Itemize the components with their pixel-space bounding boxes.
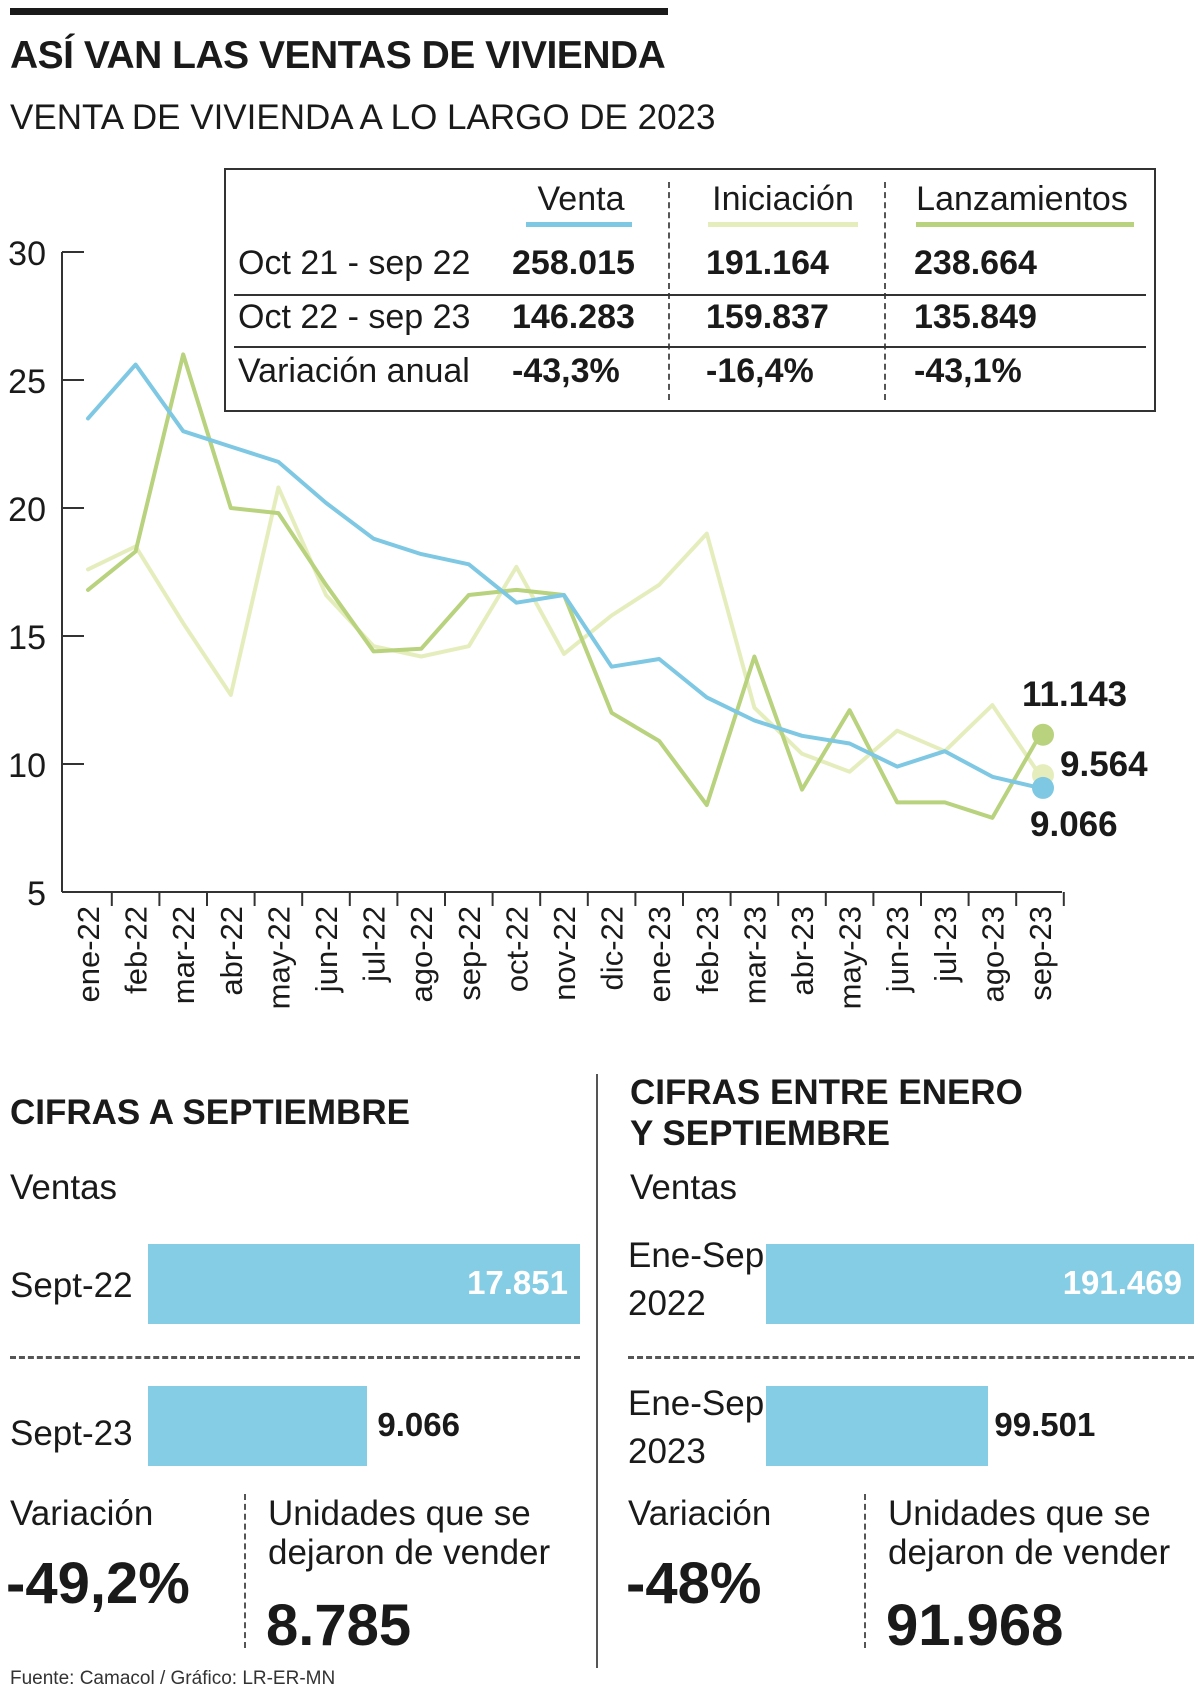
left-bar-label-2022: Sept-22 xyxy=(10,1266,133,1305)
panel-separator xyxy=(596,1074,598,1668)
x-tick-label: nov-22 xyxy=(547,906,582,1001)
table-row-label: Variación anual xyxy=(238,352,470,390)
end-label-lanzamientos: 11.143 xyxy=(1022,675,1127,714)
table-cell: 146.283 xyxy=(512,298,635,336)
left-units-label-1: Unidades que se xyxy=(268,1494,531,1533)
x-tick-label: jul-23 xyxy=(928,906,963,983)
x-tick-label: abr-23 xyxy=(785,906,820,996)
source-note: Fuente: Camacol / Gráfico: LR-ER-MN xyxy=(10,1668,336,1689)
x-tick-label: may-22 xyxy=(261,906,296,1009)
x-tick-label: sep-23 xyxy=(1023,906,1058,1001)
table-cell: 135.849 xyxy=(914,298,1037,336)
table-cell: -43,3% xyxy=(512,352,620,390)
right-bar-value-2022: 191.469 xyxy=(1062,1264,1182,1301)
line-chart: 5 10 15 20 25 30 ene-22 feb-22 mar-22 abr-22 may-2… xyxy=(8,235,1148,1009)
left-bar-2023 xyxy=(148,1386,368,1466)
right-divider xyxy=(628,1356,1194,1359)
right-bar-label-2022-line1: Ene-Sep xyxy=(628,1236,765,1275)
end-label-iniciacion: 9.564 xyxy=(1060,745,1148,784)
x-tick-label: oct-22 xyxy=(499,906,534,992)
y-tick-label: 10 xyxy=(8,747,46,785)
left-inner-divider xyxy=(244,1494,246,1648)
x-tick-label: ago-23 xyxy=(975,906,1010,1003)
left-divider xyxy=(10,1356,580,1359)
left-variation-value: -49,2% xyxy=(6,1551,190,1616)
table-divider xyxy=(668,182,670,400)
end-marker-venta xyxy=(1032,776,1054,799)
left-bar-label-2023: Sept-23 xyxy=(10,1414,133,1453)
series-line-lanzamientos xyxy=(86,352,1042,820)
x-tick-label: ene-23 xyxy=(642,906,677,1003)
left-panel-title: CIFRAS A SEPTIEMBRE xyxy=(10,1093,410,1132)
table-cell: 191.164 xyxy=(706,244,829,282)
table-divider xyxy=(884,182,886,400)
series-line-venta xyxy=(86,362,1042,790)
table-cell: -43,1% xyxy=(914,352,1022,390)
x-tick-label: dic-22 xyxy=(595,906,630,990)
left-units-label-2: dejaron de vender xyxy=(268,1533,551,1572)
x-tick-label: feb-22 xyxy=(119,906,154,994)
x-tick-label: ene-22 xyxy=(71,906,106,1003)
x-tick-label: jun-23 xyxy=(880,906,915,993)
right-variation-label: Variación xyxy=(628,1494,772,1533)
table-header-venta: Venta xyxy=(537,180,625,218)
table-cell: 258.015 xyxy=(512,244,635,282)
series-line-iniciación xyxy=(86,485,1042,778)
table-rule xyxy=(234,294,1146,296)
page-subtitle: VENTA DE VIVIENDA A LO LARGO DE 2023 xyxy=(10,98,716,137)
y-tick-label: 15 xyxy=(8,619,46,657)
left-bar-value-2022: 17.851 xyxy=(467,1264,568,1301)
x-tick-label: jul-22 xyxy=(357,906,392,983)
table-row-label: Oct 22 - sep 23 xyxy=(238,298,471,336)
y-tick-label: 25 xyxy=(8,363,46,401)
right-bar-label-2023-line2: 2023 xyxy=(628,1432,706,1471)
table-header-iniciacion: Iniciación xyxy=(712,180,854,218)
x-tick-label: sep-22 xyxy=(452,906,487,1001)
right-units-label-2: dejaron de vender xyxy=(888,1533,1171,1572)
summary-table: Venta Iniciación Lanzamientos Oct 21 - s… xyxy=(224,168,1156,412)
right-bar-2022: 191.469 xyxy=(766,1244,1194,1324)
right-variation-value: -48% xyxy=(626,1551,762,1616)
table-header-lanzamientos: Lanzamientos xyxy=(916,180,1128,218)
table-row-label: Oct 21 - sep 22 xyxy=(238,244,471,282)
right-panel-subtitle: Ventas xyxy=(630,1168,738,1207)
right-units-label-1: Unidades que se xyxy=(888,1494,1151,1533)
x-tick-label: mar-23 xyxy=(737,906,772,1004)
left-bar-value-2023: 9.066 xyxy=(377,1406,460,1443)
right-inner-divider xyxy=(864,1494,866,1648)
end-marker-lanzamientos xyxy=(1032,723,1054,746)
legend-swatch-venta xyxy=(526,222,632,227)
y-tick-label: 20 xyxy=(8,491,46,529)
left-units-value: 8.785 xyxy=(266,1593,412,1658)
left-panel-subtitle: Ventas xyxy=(10,1168,118,1207)
page-title: ASÍ VAN LAS VENTAS DE VIVIENDA xyxy=(10,34,666,77)
table-cell: 238.664 xyxy=(914,244,1037,282)
right-bar-label-2023-line1: Ene-Sep xyxy=(628,1384,765,1423)
right-panel-title-2: Y SEPTIEMBRE xyxy=(630,1114,890,1153)
right-bar-value-2023: 99.501 xyxy=(994,1406,1096,1443)
x-tick-label: ago-22 xyxy=(404,906,439,1003)
legend-swatch-lanzamientos xyxy=(916,222,1134,227)
left-bar-2022: 17.851 xyxy=(148,1244,580,1324)
top-rule xyxy=(10,8,668,15)
x-tick-label: mar-22 xyxy=(166,906,201,1004)
table-cell: -16,4% xyxy=(706,352,814,390)
x-tick-label: may-23 xyxy=(833,906,868,1009)
y-tick-label: 5 xyxy=(27,875,46,913)
left-variation-label: Variación xyxy=(10,1494,154,1533)
right-units-value: 91.968 xyxy=(886,1593,1064,1658)
right-panel-title-1: CIFRAS ENTRE ENERO xyxy=(630,1073,1023,1112)
x-tick-label: abr-22 xyxy=(214,906,249,996)
y-tick-label: 30 xyxy=(8,235,46,273)
x-tick-label: jun-22 xyxy=(309,906,344,993)
legend-swatch-iniciacion xyxy=(708,222,858,227)
end-label-venta: 9.066 xyxy=(1030,805,1118,844)
table-rule xyxy=(234,346,1146,348)
right-bar-2023 xyxy=(766,1386,989,1466)
table-cell: 159.837 xyxy=(706,298,829,336)
x-tick-label: feb-23 xyxy=(690,906,725,994)
right-bar-label-2022-line2: 2022 xyxy=(628,1284,706,1323)
